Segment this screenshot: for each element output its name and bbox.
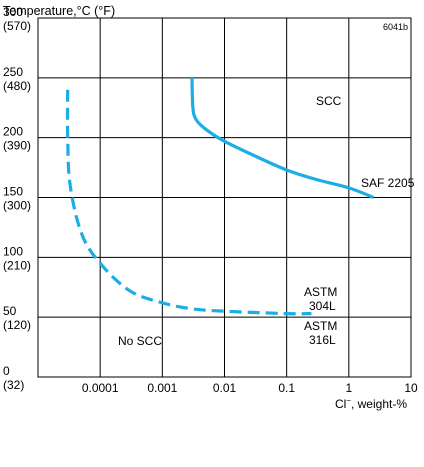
y-tick-label-fahrenheit: (120) bbox=[3, 318, 31, 332]
y-tick-label-celsius: 0 bbox=[3, 364, 10, 378]
figure-code: 6041b bbox=[383, 22, 408, 32]
y-tick-label-celsius: 200 bbox=[3, 125, 23, 139]
ticks: 0.0001 0.001 0.01 0.1 1 10 300(570) 250(480) 200… bbox=[3, 5, 418, 395]
series-astm-curve bbox=[65, 89, 312, 316]
annotation-no-scc: No SCC bbox=[118, 334, 162, 348]
y-tick-label-fahrenheit: (210) bbox=[3, 258, 31, 272]
x-tick-label: 10 bbox=[404, 381, 418, 395]
x-axis-label-rest: , weight-% bbox=[351, 397, 407, 411]
chart-title: Temperature,°C (°F) bbox=[3, 4, 115, 18]
annotation-astm-304l-line1: ASTM bbox=[304, 285, 337, 299]
annotation-saf-2205: SAF 2205 bbox=[361, 176, 415, 190]
annotation-astm-316l-line2: 316L bbox=[309, 333, 336, 347]
y-tick-label-celsius: 250 bbox=[3, 65, 23, 79]
x-axis-label-superscript: − bbox=[346, 396, 351, 405]
x-tick-label: 0.01 bbox=[213, 381, 237, 395]
annotation-astm-316l-line1: ASTM bbox=[304, 319, 337, 333]
annotation-scc: SCC bbox=[316, 94, 342, 108]
y-tick-label-celsius: 100 bbox=[3, 244, 23, 258]
annotation-astm-304l-line2: 304L bbox=[309, 299, 336, 313]
y-tick-label-fahrenheit: (32) bbox=[3, 378, 24, 392]
y-tick-label-celsius: 300 bbox=[3, 5, 23, 19]
y-tick-label-fahrenheit: (570) bbox=[3, 19, 31, 33]
curves bbox=[65, 77, 375, 316]
y-tick-label-celsius: 50 bbox=[3, 304, 17, 318]
series-saf-2205-curve bbox=[190, 77, 375, 199]
x-tick-label: 0.1 bbox=[278, 381, 295, 395]
grid bbox=[37, 17, 412, 378]
x-tick-label: 0.001 bbox=[147, 381, 177, 395]
x-tick-label: 0.0001 bbox=[82, 381, 119, 395]
x-axis-label: Cl−, weight-% bbox=[335, 396, 407, 411]
y-tick-label-fahrenheit: (300) bbox=[3, 199, 31, 213]
x-tick-label: 1 bbox=[345, 381, 352, 395]
y-tick-label-fahrenheit: (480) bbox=[3, 79, 31, 93]
y-tick-label-fahrenheit: (390) bbox=[3, 139, 31, 153]
y-tick-label-celsius: 150 bbox=[3, 185, 23, 199]
x-axis-label-main: Cl bbox=[335, 397, 346, 411]
